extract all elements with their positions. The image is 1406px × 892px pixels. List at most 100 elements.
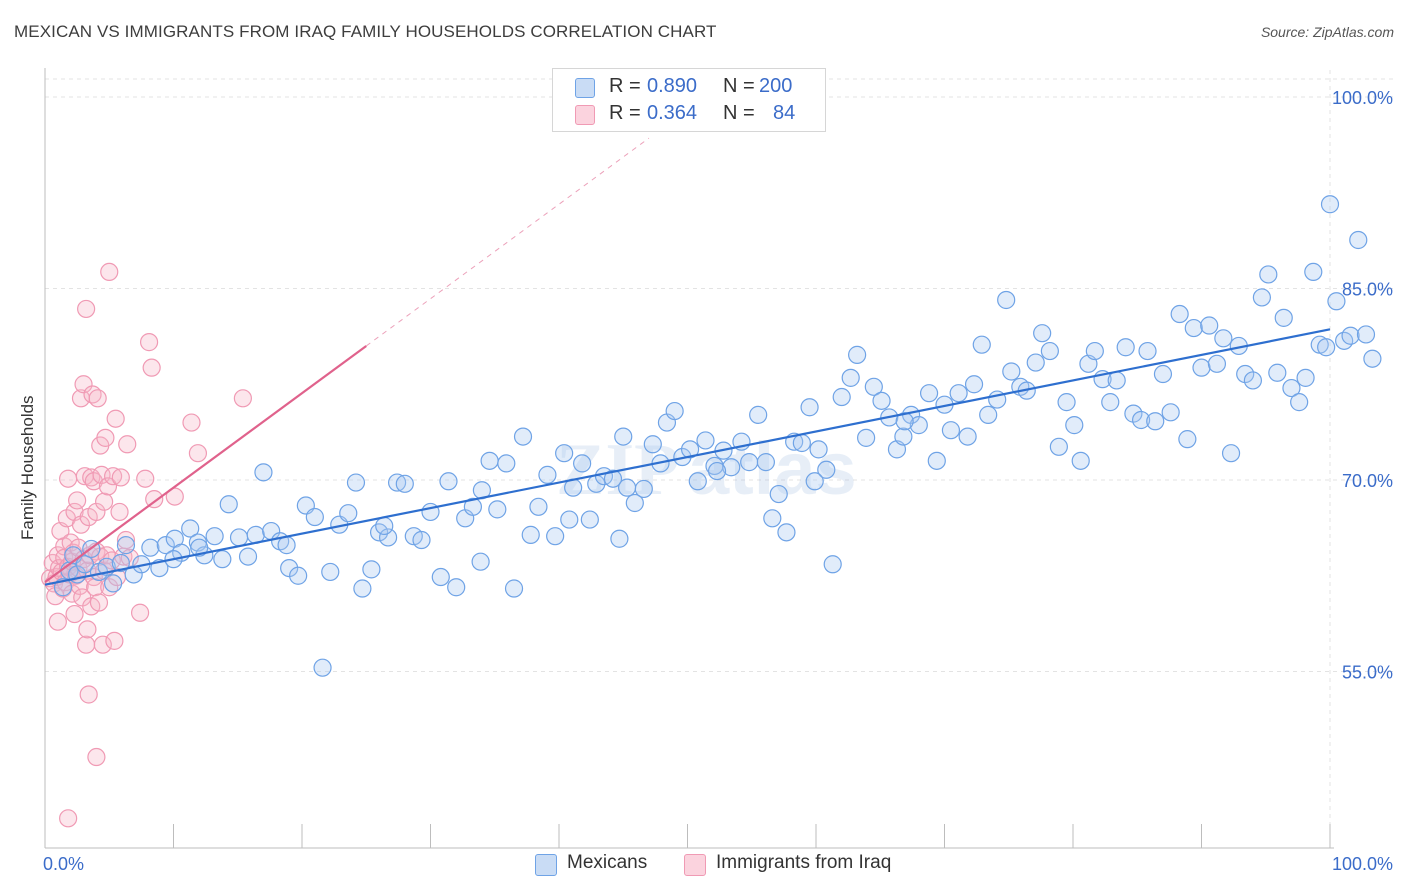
- mexican-point: [1065, 416, 1084, 435]
- mexican-point: [555, 444, 574, 463]
- mexican-point: [480, 451, 499, 470]
- mexican-point: [769, 484, 788, 504]
- mexican-point: [1057, 393, 1076, 412]
- legend-n-value: 84: [773, 102, 796, 124]
- mexican-point: [504, 579, 524, 598]
- iraq-point: [74, 375, 93, 394]
- mexican-point: [1327, 292, 1346, 311]
- y-tick-label: 55.0%: [1342, 663, 1393, 683]
- x-tick-label: 0.0%: [43, 854, 84, 874]
- mexican-point: [431, 567, 450, 587]
- mexican-point: [1274, 308, 1293, 327]
- iraq-point: [59, 469, 78, 488]
- mexican-point: [1002, 362, 1021, 381]
- iraq-point: [87, 502, 106, 522]
- legend-r-label: R =: [609, 75, 641, 97]
- mexican-point: [1317, 338, 1336, 357]
- iraq-point: [77, 299, 96, 319]
- mexican-point: [964, 375, 984, 394]
- mexican-point: [305, 507, 324, 527]
- iraq-point: [87, 747, 106, 767]
- legend-stats: R = 0.890 N = 200 R = 0.364 N = 84: [552, 68, 826, 132]
- mexican-point: [375, 516, 394, 536]
- mexican-point: [894, 427, 913, 446]
- axes: [44, 68, 1334, 849]
- iraq-point: [68, 491, 87, 510]
- mexican-point: [680, 440, 700, 459]
- mexican-point: [213, 550, 232, 569]
- legend-n-label: N =: [723, 102, 755, 124]
- iraq-point: [78, 620, 97, 639]
- mexican-point: [254, 463, 273, 482]
- mexican-point: [614, 427, 633, 446]
- mexican-point: [857, 428, 876, 447]
- legend-label-iraq: Immigrants from Iraq: [716, 852, 892, 873]
- mexican-point: [546, 527, 565, 546]
- y-tick-label: 85.0%: [1342, 280, 1393, 300]
- mexican-point: [104, 574, 123, 593]
- mexican-point: [756, 453, 775, 472]
- legend-swatch-mexicans: [575, 78, 595, 98]
- iraq-point: [145, 490, 164, 509]
- mexican-point: [610, 529, 629, 548]
- iraq-point: [182, 413, 201, 432]
- mexican-point: [707, 461, 727, 481]
- mexican-point: [1320, 195, 1340, 214]
- mexican-point: [190, 538, 209, 557]
- mexican-point: [1304, 262, 1323, 282]
- mexican-point: [580, 510, 599, 529]
- iraq-point: [48, 612, 67, 631]
- mexican-point: [763, 509, 782, 528]
- mexican-point: [997, 290, 1016, 310]
- mexican-point: [1049, 437, 1068, 456]
- mexican-point: [1200, 316, 1219, 335]
- mexican-point: [521, 525, 540, 544]
- mexican-point: [1071, 451, 1090, 470]
- iraq-point: [233, 389, 252, 408]
- y-tick-label: 70.0%: [1342, 471, 1393, 491]
- mexican-point: [471, 552, 490, 571]
- legend-r-value: 0.364: [647, 102, 698, 124]
- iraq-point: [139, 333, 159, 352]
- mexican-point: [1268, 363, 1287, 382]
- mexican-point: [688, 472, 707, 491]
- legend-r-value: 0.890: [647, 75, 698, 97]
- iraq-point: [105, 631, 124, 650]
- mexican-point: [463, 497, 483, 516]
- mexican-point: [1207, 354, 1227, 373]
- mexican-point: [538, 465, 557, 484]
- mexican-point: [497, 454, 516, 473]
- iraq-point: [100, 262, 119, 282]
- mexican-point: [805, 472, 824, 491]
- mexican-point: [1296, 368, 1315, 387]
- mexican-point: [205, 527, 224, 546]
- mexican-point: [792, 433, 811, 453]
- mexican-point: [277, 536, 296, 555]
- mexican-point: [362, 560, 381, 579]
- iraq-point: [92, 465, 111, 484]
- iraq-point: [71, 515, 91, 534]
- mexican-point: [181, 519, 200, 538]
- chart-title: MEXICAN VS IMMIGRANTS FROM IRAQ FAMILY H…: [14, 22, 717, 41]
- mexican-point: [740, 453, 759, 472]
- mexican-point: [513, 427, 533, 446]
- iraq-point: [130, 603, 150, 622]
- mexican-point: [1341, 326, 1360, 345]
- mexican-point: [395, 474, 414, 493]
- mexican-point: [1252, 288, 1271, 307]
- mexican-point: [488, 500, 507, 519]
- legend-n-label: N =: [723, 75, 755, 97]
- mexican-point: [1184, 318, 1203, 338]
- mexican-point: [864, 377, 883, 396]
- iraq-point: [98, 477, 118, 496]
- mexican-point: [749, 405, 768, 424]
- series-iraq-points: [41, 262, 252, 828]
- iraq-point: [86, 578, 105, 597]
- mexican-point: [1101, 393, 1120, 412]
- mexican-point: [1282, 378, 1301, 398]
- legend-r-label: R =: [609, 102, 641, 124]
- mexican-point: [229, 528, 249, 547]
- legend-n-value: 200: [759, 75, 793, 97]
- legend-label-mexicans: Mexicans: [567, 852, 648, 873]
- mexican-point: [1349, 230, 1368, 250]
